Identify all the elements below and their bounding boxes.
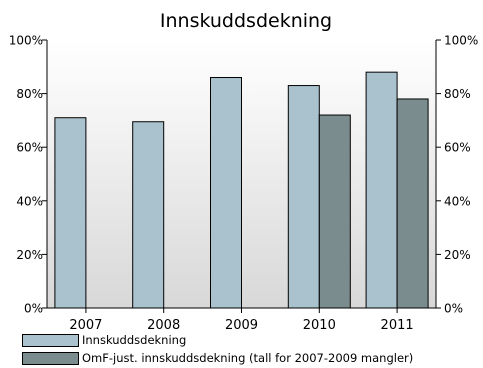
legend-item-innskuddsdekning: Innskuddsdekning (22, 332, 413, 348)
x-tick-label-2008: 2008 (147, 318, 180, 333)
x-tick-label-2007: 2007 (69, 318, 102, 333)
y-tick-label-right-60: 60% (444, 141, 471, 155)
y-tick-label-right-20: 20% (444, 248, 471, 262)
y-tick-label-right-100: 100% (444, 34, 478, 48)
legend-label-omf: OmF-just. innskuddsdekning (tall for 200… (82, 351, 414, 365)
x-tick-label-2009: 2009 (225, 318, 258, 333)
x-tick-label-2010: 2010 (303, 318, 336, 333)
y-tick-label-right-0: 0% (444, 302, 463, 316)
bar-omf-2010 (318, 114, 351, 309)
y-tick-label-right-80: 80% (444, 87, 471, 101)
bar-innskuddsdekning-2011 (365, 71, 398, 309)
legend-label-innskuddsdekning: Innskuddsdekning (82, 333, 187, 347)
y-tick-label-left-80: 80% (16, 87, 43, 101)
y-tick-label-left-100: 100% (9, 34, 43, 48)
legend-swatch-innskuddsdekning (22, 333, 79, 347)
bar-innskuddsdekning-2008 (132, 121, 165, 309)
y-tick-label-left-0: 0% (24, 302, 43, 316)
y-tick-label-left-20: 20% (16, 248, 43, 262)
legend-item-omf: OmF-just. innskuddsdekning (tall for 200… (22, 350, 413, 366)
y-tick-label-left-40: 40% (16, 194, 43, 208)
y-tick-label-left-60: 60% (16, 141, 43, 155)
bar-omf-2011 (396, 98, 429, 309)
bar-innskuddsdekning-2009 (210, 77, 242, 309)
bar-innskuddsdekning-2007 (54, 117, 87, 309)
legend-swatch-omf (22, 351, 79, 365)
legend: Innskuddsdekning OmF-just. innskuddsdekn… (22, 332, 413, 368)
bar-innskuddsdekning-2010 (287, 85, 320, 309)
x-tick-label-2011: 2011 (381, 318, 414, 333)
y-tick-label-right-40: 40% (444, 194, 471, 208)
chart-title: Innskuddsdekning (160, 10, 332, 32)
